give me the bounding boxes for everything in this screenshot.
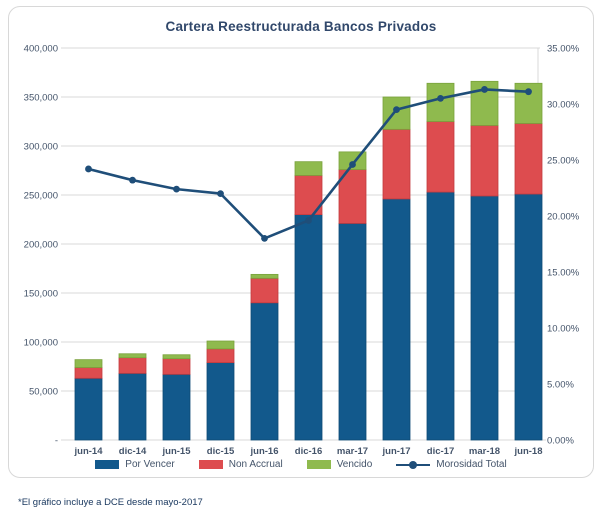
morosidad-point: [85, 165, 92, 173]
left-axis-tick: 400,000: [24, 44, 58, 55]
chart-card: Cartera Reestructurada Bancos Privados 4…: [8, 6, 594, 478]
left-axis-tick: -: [55, 436, 58, 447]
bar-segment-non-accrual: [118, 357, 147, 374]
legend-label: Vencido: [336, 459, 373, 470]
legend-label: Non Accrual: [228, 459, 283, 470]
x-axis-label: dic-14: [119, 446, 147, 457]
chart-footnote: *El gráfico incluye a DCE desde mayo-201…: [18, 497, 203, 508]
x-axis-label: jun-18: [514, 446, 543, 457]
bar-segment-por-vencer: [162, 373, 191, 441]
x-axis-label: dic-16: [295, 446, 322, 457]
bar-segment-por-vencer: [294, 214, 323, 441]
bar-segment-non-accrual: [338, 169, 367, 224]
left-axis-tick: 250,000: [24, 191, 58, 202]
bar-segment-non-accrual: [470, 125, 499, 197]
right-axis-tick: 0.00%: [547, 436, 574, 447]
morosidad-point: [525, 88, 532, 96]
bar-segment-por-vencer: [514, 193, 543, 441]
bar-segment-por-vencer: [250, 302, 279, 441]
x-axis-label: mar-17: [337, 446, 368, 457]
morosidad-point: [305, 217, 312, 224]
non-accrual-swatch-icon: [198, 460, 223, 469]
right-axis-tick: 10.00%: [547, 324, 580, 335]
right-axis-tick: 20.00%: [547, 212, 580, 223]
bar-segment-por-vencer: [206, 362, 235, 441]
bar-segment-por-vencer: [470, 195, 499, 441]
bar-segment-vencido: [294, 161, 323, 176]
right-axis-tick: 25.00%: [547, 156, 580, 167]
morosidad-point: [481, 86, 488, 93]
morosidad-point: [129, 176, 136, 184]
bar-segment-vencido: [118, 353, 147, 359]
bar-segment-vencido: [250, 273, 279, 279]
x-axis-label: jun-14: [74, 446, 104, 457]
bar-segment-non-accrual: [206, 348, 235, 363]
bar-segment-por-vencer: [118, 372, 147, 441]
morosidad-point: [173, 185, 180, 193]
morosidad-point: [261, 235, 268, 242]
left-axis-tick: 350,000: [24, 93, 58, 104]
bar-segment-por-vencer: [426, 191, 455, 441]
left-axis-tick: 150,000: [24, 289, 58, 300]
bar-segment-non-accrual: [74, 367, 103, 379]
bar-segment-vencido: [426, 82, 455, 122]
left-axis-tick: 200,000: [24, 240, 58, 251]
por-vencer-swatch-icon: [95, 460, 120, 469]
left-axis-tick: 300,000: [24, 142, 58, 153]
left-axis-tick: 50,000: [29, 387, 58, 398]
x-axis-label: dic-17: [427, 446, 454, 457]
bar-segment-vencido: [206, 340, 235, 350]
right-axis-tick: 15.00%: [547, 268, 580, 279]
x-axis-label: dic-15: [207, 446, 235, 457]
bar-segment-por-vencer: [382, 198, 411, 441]
vencido-swatch-icon: [306, 460, 331, 469]
x-axis-label: jun-16: [250, 446, 279, 457]
bar-segment-non-accrual: [162, 358, 191, 375]
bar-segment-vencido: [162, 354, 191, 360]
x-axis-label: jun-15: [162, 446, 192, 457]
legend-item-morosidad-total: Morosidad Total: [396, 459, 507, 470]
bar-segment-non-accrual: [382, 128, 411, 200]
bar-segment-vencido: [74, 359, 103, 368]
morosidad-point: [393, 106, 400, 113]
legend-item-non-accrual: Non Accrual: [198, 459, 283, 470]
legend-item-vencido: Vencido: [306, 459, 373, 470]
chart-plot-area: 400,000 350,000 300,000 250,000 200,000 150,0…: [24, 44, 580, 458]
morosidad-point: [349, 161, 356, 168]
bar-segment-por-vencer: [338, 223, 367, 441]
legend-label: Morosidad Total: [436, 459, 507, 470]
morosidad-point: [217, 190, 224, 198]
chart-title: Cartera Reestructurada Bancos Privados: [165, 19, 437, 34]
morosidad-line-icon: [396, 460, 431, 469]
left-axis-tick: 100,000: [24, 338, 58, 349]
right-axis-tick: 5.00%: [547, 380, 574, 391]
bar-segment-non-accrual: [250, 277, 279, 304]
right-axis-tick: 30.00%: [547, 100, 580, 111]
right-axis-tick: 35.00%: [547, 44, 580, 55]
bar-segment-non-accrual: [514, 123, 543, 195]
x-axis-label: jun-17: [382, 446, 411, 457]
bar-segment-por-vencer: [74, 377, 103, 441]
x-axis-label: mar-18: [469, 446, 500, 457]
legend-item-por-vencer: Por Vencer: [95, 459, 175, 470]
bar-segment-non-accrual: [426, 121, 455, 193]
chart-legend: Por Vencer Non Accrual Vencido Morosidad…: [9, 459, 593, 470]
bar-segment-vencido: [382, 96, 411, 130]
legend-label: Por Vencer: [125, 459, 175, 470]
morosidad-point: [437, 95, 444, 102]
